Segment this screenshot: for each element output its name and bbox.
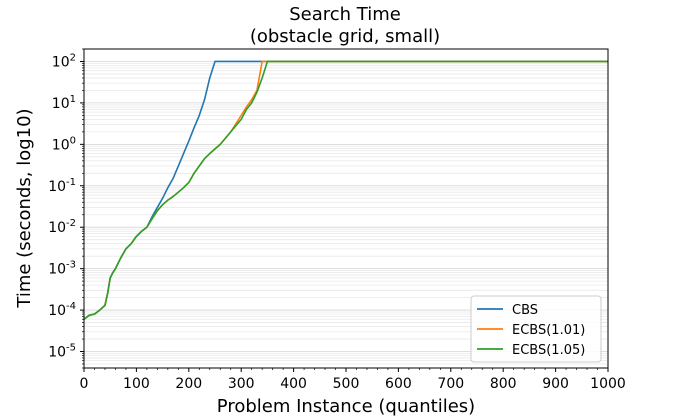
series-line-ecbs-1-05 bbox=[83, 60, 608, 320]
x-tick-label: 800 bbox=[490, 376, 517, 392]
x-axis-ticks: 0 100 200 300 400 500 600 700 800 900 1000 bbox=[80, 368, 626, 392]
x-tick-label: 100 bbox=[123, 376, 150, 392]
y-tick-exponent: -3 bbox=[66, 260, 76, 271]
x-tick-label: 400 bbox=[280, 376, 307, 392]
y-tick-exponent: 1 bbox=[70, 94, 76, 105]
x-tick-label: 200 bbox=[175, 376, 202, 392]
y-tick-exponent: -4 bbox=[66, 301, 76, 312]
y-tick-exponent: -5 bbox=[66, 343, 76, 354]
x-axis-label: Problem Instance (quantiles) bbox=[217, 396, 475, 417]
x-tick-label: 500 bbox=[333, 376, 360, 392]
series-line-ecbs-1-01 bbox=[83, 60, 608, 320]
y-tick-base: 10 bbox=[48, 345, 66, 361]
x-tick-label: 0 bbox=[80, 376, 89, 392]
y-tick-label: 10-4 bbox=[48, 301, 76, 319]
y-tick-label: 100 bbox=[52, 135, 76, 153]
legend: CBS ECBS(1.01) ECBS(1.05) bbox=[470, 295, 602, 363]
y-tick-label: 10-1 bbox=[48, 177, 76, 195]
y-tick-base: 10 bbox=[48, 220, 66, 236]
y-tick-exponent: -2 bbox=[66, 218, 76, 229]
chart-subtitle: (obstacle grid, small) bbox=[250, 26, 440, 47]
chart-title: Search Time bbox=[289, 4, 401, 25]
y-tick-exponent: 0 bbox=[70, 135, 76, 146]
legend-box bbox=[470, 295, 602, 363]
legend-entry-label: CBS bbox=[512, 303, 538, 318]
y-tick-label: 101 bbox=[52, 94, 76, 112]
x-tick-label: 1000 bbox=[590, 376, 626, 392]
y-tick-label: 10-5 bbox=[48, 343, 76, 361]
series-line-cbs bbox=[83, 60, 608, 320]
y-axis-label: Time (seconds, log10) bbox=[14, 108, 35, 308]
y-tick-exponent: -1 bbox=[66, 177, 76, 188]
legend-entry-label: ECBS(1.01) bbox=[512, 323, 585, 338]
series-lines bbox=[83, 60, 608, 320]
x-tick-label: 700 bbox=[437, 376, 464, 392]
y-tick-base: 10 bbox=[52, 96, 70, 112]
x-tick-label: 600 bbox=[385, 376, 412, 392]
y-tick-base: 10 bbox=[48, 303, 66, 319]
x-tick-label: 300 bbox=[228, 376, 255, 392]
y-tick-base: 10 bbox=[52, 54, 70, 70]
y-tick-base: 10 bbox=[48, 179, 66, 195]
y-tick-base: 10 bbox=[52, 137, 70, 153]
x-tick-label: 900 bbox=[542, 376, 569, 392]
y-tick-base: 10 bbox=[48, 262, 66, 278]
y-tick-exponent: 2 bbox=[70, 52, 76, 63]
y-tick-label: 10-3 bbox=[48, 260, 76, 278]
legend-entry-label: ECBS(1.05) bbox=[512, 343, 585, 358]
y-tick-label: 10-2 bbox=[48, 218, 76, 236]
y-tick-label: 102 bbox=[52, 52, 76, 70]
